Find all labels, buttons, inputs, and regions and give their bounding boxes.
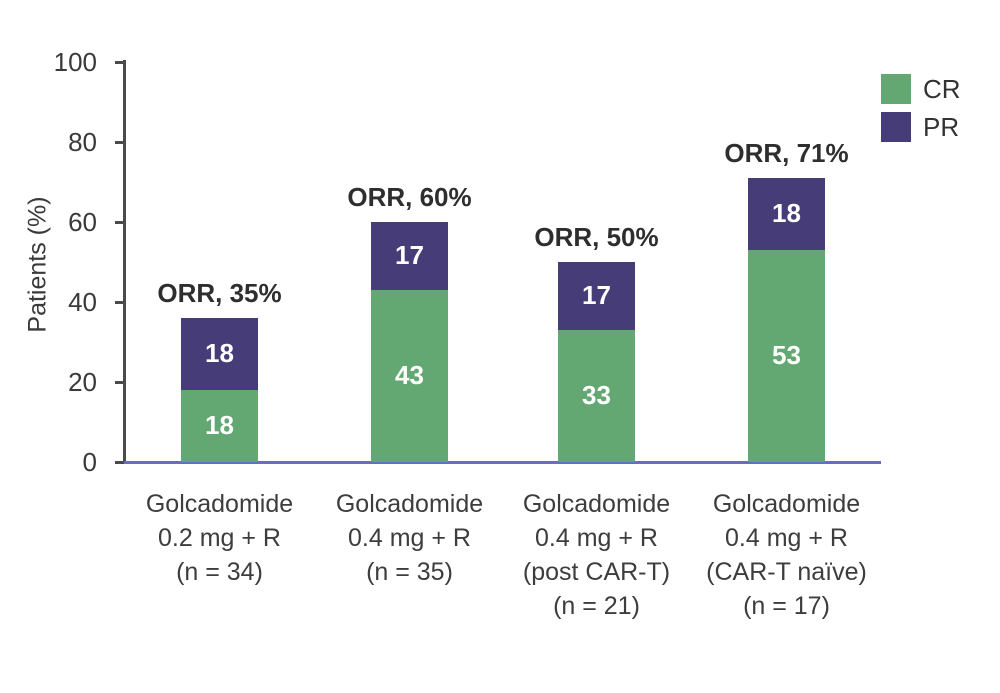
bar-3-cr-value: 33 bbox=[582, 380, 611, 410]
y-tick-mark-100 bbox=[115, 61, 124, 64]
category-label-line: 0.2 mg + R bbox=[158, 524, 281, 552]
orr-annotation-4: ORR, 71% bbox=[724, 138, 849, 168]
bar-4-cr-segment bbox=[748, 250, 825, 462]
bar-1-pr-value: 18 bbox=[205, 338, 234, 368]
category-label-line: Golcadomide bbox=[145, 490, 294, 518]
bar-3-pr-segment bbox=[558, 262, 635, 330]
bar-4-cr-value: 53 bbox=[772, 340, 801, 370]
category-label-line: Golcadomide bbox=[522, 490, 671, 518]
category-label-line: (post CAR-T) bbox=[522, 558, 671, 586]
legend-row-pr: PR bbox=[881, 112, 961, 142]
y-tick-label-20: 20 bbox=[68, 367, 97, 397]
category-label-line: (CAR-T naïve) bbox=[706, 558, 867, 586]
y-tick-mark-20 bbox=[115, 381, 124, 384]
y-tick-label-80: 80 bbox=[68, 127, 97, 157]
category-label-1: Golcadomide 0.2 mg + R (n = 34) bbox=[110, 487, 330, 589]
legend-swatch-cr bbox=[881, 74, 911, 104]
category-label-3: Golcadomide 0.4 mg + R (post CAR-T) (n = 21… bbox=[487, 487, 707, 623]
legend: CR PR bbox=[881, 74, 961, 150]
y-axis-title: Patients (%) bbox=[23, 196, 52, 333]
category-label-line: (n = 21) bbox=[553, 592, 640, 620]
bar-4-pr-value: 18 bbox=[772, 198, 801, 228]
y-tick-mark-80 bbox=[115, 141, 124, 144]
bar-1-cr-value: 18 bbox=[205, 410, 234, 440]
bar-3-cr-segment bbox=[558, 330, 635, 462]
bar-3-pr-value: 17 bbox=[582, 280, 611, 310]
bar-1-pr-segment bbox=[181, 318, 258, 390]
category-label-line: Golcadomide bbox=[712, 490, 861, 518]
y-tick-mark-40 bbox=[115, 301, 124, 304]
bar-2-pr-segment bbox=[371, 222, 448, 290]
category-label-line: 0.4 mg + R bbox=[535, 524, 658, 552]
bar-4-pr-segment bbox=[748, 178, 825, 250]
legend-label-cr: CR bbox=[923, 74, 961, 104]
orr-annotation-2: ORR, 60% bbox=[347, 182, 472, 212]
legend-swatch-pr bbox=[881, 112, 911, 142]
category-label-line: (n = 17) bbox=[743, 592, 830, 620]
category-label-line: (n = 35) bbox=[366, 558, 453, 586]
category-label-line: 0.4 mg + R bbox=[725, 524, 848, 552]
orr-annotation-3: ORR, 50% bbox=[534, 222, 659, 252]
y-tick-label-100: 100 bbox=[53, 47, 97, 77]
y-axis-line bbox=[123, 60, 126, 464]
y-tick-label-60: 60 bbox=[68, 207, 97, 237]
y-tick-label-40: 40 bbox=[68, 287, 97, 317]
y-tick-mark-0 bbox=[115, 461, 124, 464]
legend-label-pr: PR bbox=[923, 112, 960, 142]
category-label-line: Golcadomide bbox=[335, 490, 484, 518]
bar-2-pr-value: 17 bbox=[395, 240, 424, 270]
category-label-line: 0.4 mg + R bbox=[348, 524, 471, 552]
category-label-line: (n = 34) bbox=[176, 558, 263, 586]
category-label-2: Golcadomide 0.4 mg + R (n = 35) bbox=[300, 487, 520, 589]
bar-1-cr-segment bbox=[181, 390, 258, 462]
bar-2-cr-segment bbox=[371, 290, 448, 462]
bar-2-cr-value: 43 bbox=[395, 360, 424, 390]
orr-annotation-1: ORR, 35% bbox=[157, 278, 282, 308]
y-tick-mark-60 bbox=[115, 221, 124, 224]
category-label-4: Golcadomide 0.4 mg + R (CAR-T naïve) (n = 1… bbox=[677, 487, 897, 623]
x-axis-line bbox=[115, 461, 881, 464]
y-tick-label-0: 0 bbox=[82, 447, 97, 477]
legend-row-cr: CR bbox=[881, 74, 961, 104]
